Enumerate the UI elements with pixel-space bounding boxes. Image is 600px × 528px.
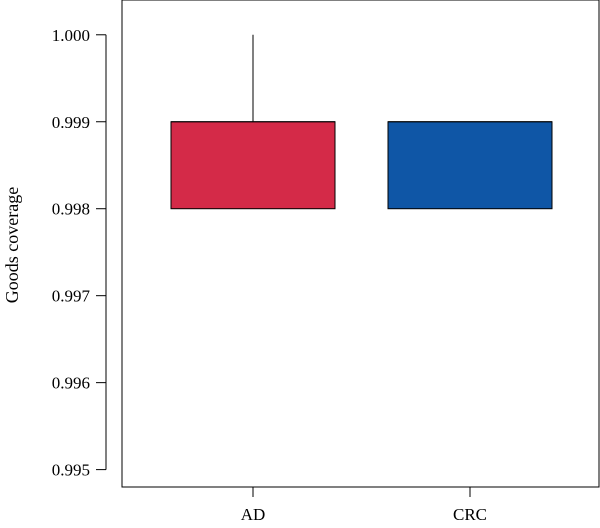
y-axis: 1.000 0.999 0.998 0.997 0.996 0.995 (52, 26, 107, 480)
x-tick-label: CRC (453, 505, 487, 524)
x-tick-label: AD (241, 505, 266, 524)
box-body (170, 121, 336, 210)
y-tick-label: 0.999 (52, 113, 90, 132)
boxes (170, 34, 553, 210)
y-tick-label: 0.998 (52, 200, 90, 219)
y-tick-label: 1.000 (52, 26, 90, 45)
y-axis-title: Goods coverage (2, 187, 22, 303)
x-axis: AD CRC (122, 486, 599, 524)
box-body (387, 121, 553, 210)
box-crc (387, 121, 553, 210)
box-ad (170, 34, 336, 210)
y-tick-label: 0.995 (52, 461, 90, 480)
y-tick-label: 0.997 (52, 287, 91, 306)
plot-frame (121, 0, 600, 488)
y-tick-label: 0.996 (52, 374, 90, 393)
